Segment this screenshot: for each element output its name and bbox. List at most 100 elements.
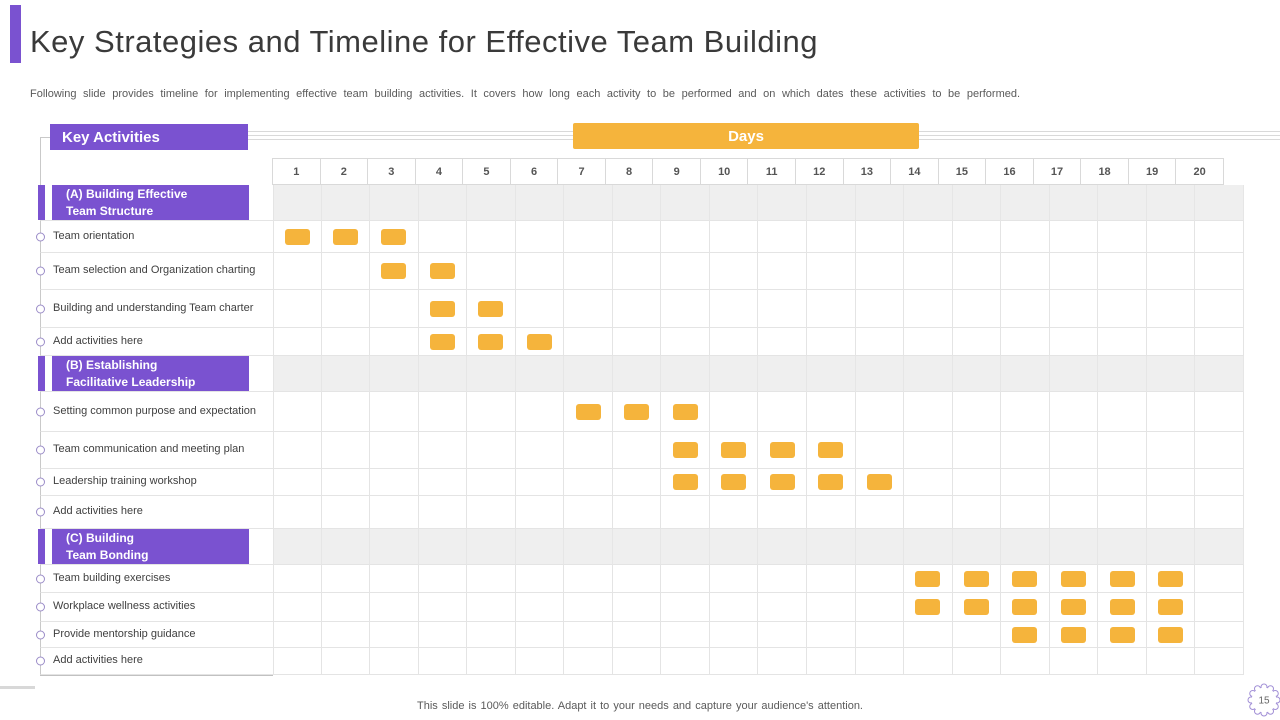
section-band-cell	[467, 356, 516, 392]
day-cell	[467, 253, 516, 290]
section-band-cell	[1146, 356, 1196, 392]
bullet-icon	[36, 407, 45, 416]
day-cell	[370, 432, 419, 469]
day-cell	[467, 432, 516, 469]
bullet-icon	[36, 574, 45, 583]
day-cell	[1001, 432, 1050, 469]
day-cell	[1195, 221, 1244, 253]
day-cell	[855, 432, 905, 469]
section-band-cell	[515, 529, 565, 565]
gantt-bar	[915, 599, 941, 615]
day-cell	[321, 565, 371, 593]
day-column-header: 12	[795, 158, 844, 185]
day-cell	[564, 469, 613, 496]
day-column-header: 15	[937, 158, 987, 185]
left-connector-tick	[40, 137, 53, 138]
day-cell	[612, 648, 662, 675]
day-cell	[1001, 593, 1050, 622]
bullet-icon	[36, 602, 45, 612]
day-cell	[515, 432, 565, 469]
day-cell	[807, 648, 856, 675]
day-cell	[1195, 469, 1244, 496]
day-cell	[904, 253, 953, 290]
day-cell	[1049, 221, 1099, 253]
activity-label: Setting common purpose and expectation	[53, 404, 257, 417]
section-band-cell	[564, 356, 613, 392]
gantt-bar	[1109, 570, 1135, 587]
day-cell	[370, 622, 419, 648]
day-cell	[564, 622, 613, 648]
activity-label: Add activities here	[53, 334, 143, 347]
day-cell	[1098, 593, 1147, 622]
day-cell	[467, 593, 516, 622]
day-cell	[612, 221, 662, 253]
gantt-bar	[575, 403, 601, 420]
section-band-cell	[1049, 356, 1099, 392]
section-label-cell: (C) Building Team Bonding	[38, 529, 273, 565]
day-cell	[952, 622, 1002, 648]
day-cell	[807, 392, 856, 432]
day-cell	[709, 593, 759, 622]
day-cell	[661, 432, 710, 469]
section-band-cell	[855, 356, 905, 392]
day-cell	[1001, 565, 1050, 593]
gantt-bar	[429, 300, 455, 317]
day-cell	[855, 469, 905, 496]
section-accent-bar	[38, 529, 45, 564]
day-cell	[1001, 253, 1050, 290]
section-badge-label: Team Structure	[66, 203, 154, 218]
day-cell	[1195, 290, 1244, 328]
section-badge-label: (A) Building Effective	[66, 187, 188, 202]
day-cell	[418, 648, 468, 675]
day-cell	[1098, 496, 1147, 529]
gantt-bar	[1158, 570, 1184, 587]
day-cell	[612, 290, 662, 328]
gantt-bar	[381, 228, 407, 245]
section-band-cell	[564, 185, 613, 221]
section-badge: (B) Establishing Facilitative Leadership	[52, 356, 249, 391]
section-row: (C) Building Team Bonding	[38, 529, 1244, 565]
section-band-cell	[904, 529, 953, 565]
day-cell	[952, 221, 1002, 253]
day-cell	[467, 496, 516, 529]
day-cell	[564, 328, 613, 356]
day-cell	[418, 221, 468, 253]
day-cell	[564, 392, 613, 432]
day-cell	[273, 593, 322, 622]
gantt-bar	[672, 403, 698, 420]
day-cell	[321, 290, 371, 328]
day-cell	[370, 253, 419, 290]
day-cell	[321, 328, 371, 356]
day-cell	[709, 328, 759, 356]
day-cell	[515, 593, 565, 622]
day-cell	[952, 253, 1002, 290]
section-band-cell	[661, 356, 710, 392]
day-cell	[709, 432, 759, 469]
gantt-bar	[1012, 599, 1038, 615]
day-cell	[564, 432, 613, 469]
page-number: 15	[1258, 696, 1270, 707]
section-band-cell	[1098, 356, 1147, 392]
day-cell	[758, 432, 808, 469]
gantt-bar	[721, 474, 747, 490]
day-cell	[418, 593, 468, 622]
gantt-bar	[963, 599, 989, 615]
day-cell	[709, 496, 759, 529]
day-cell	[467, 392, 516, 432]
day-cell	[1098, 290, 1147, 328]
day-cell	[1098, 253, 1147, 290]
day-cell	[709, 290, 759, 328]
activity-row: Provide mentorship guidance	[36, 622, 1244, 648]
gantt-bar	[1012, 570, 1038, 587]
activity-label-cell: Building and understanding Team charter	[36, 290, 273, 328]
day-column-header: 17	[1032, 158, 1082, 185]
section-band-cell	[952, 529, 1002, 565]
day-cell	[321, 469, 371, 496]
day-column-header: 10	[699, 158, 749, 185]
day-cell	[1146, 496, 1196, 529]
day-column-header: 14	[890, 158, 939, 185]
day-cell	[758, 648, 808, 675]
label-column-underline	[40, 674, 273, 676]
day-cell	[612, 622, 662, 648]
section-band-cell	[1001, 185, 1050, 221]
